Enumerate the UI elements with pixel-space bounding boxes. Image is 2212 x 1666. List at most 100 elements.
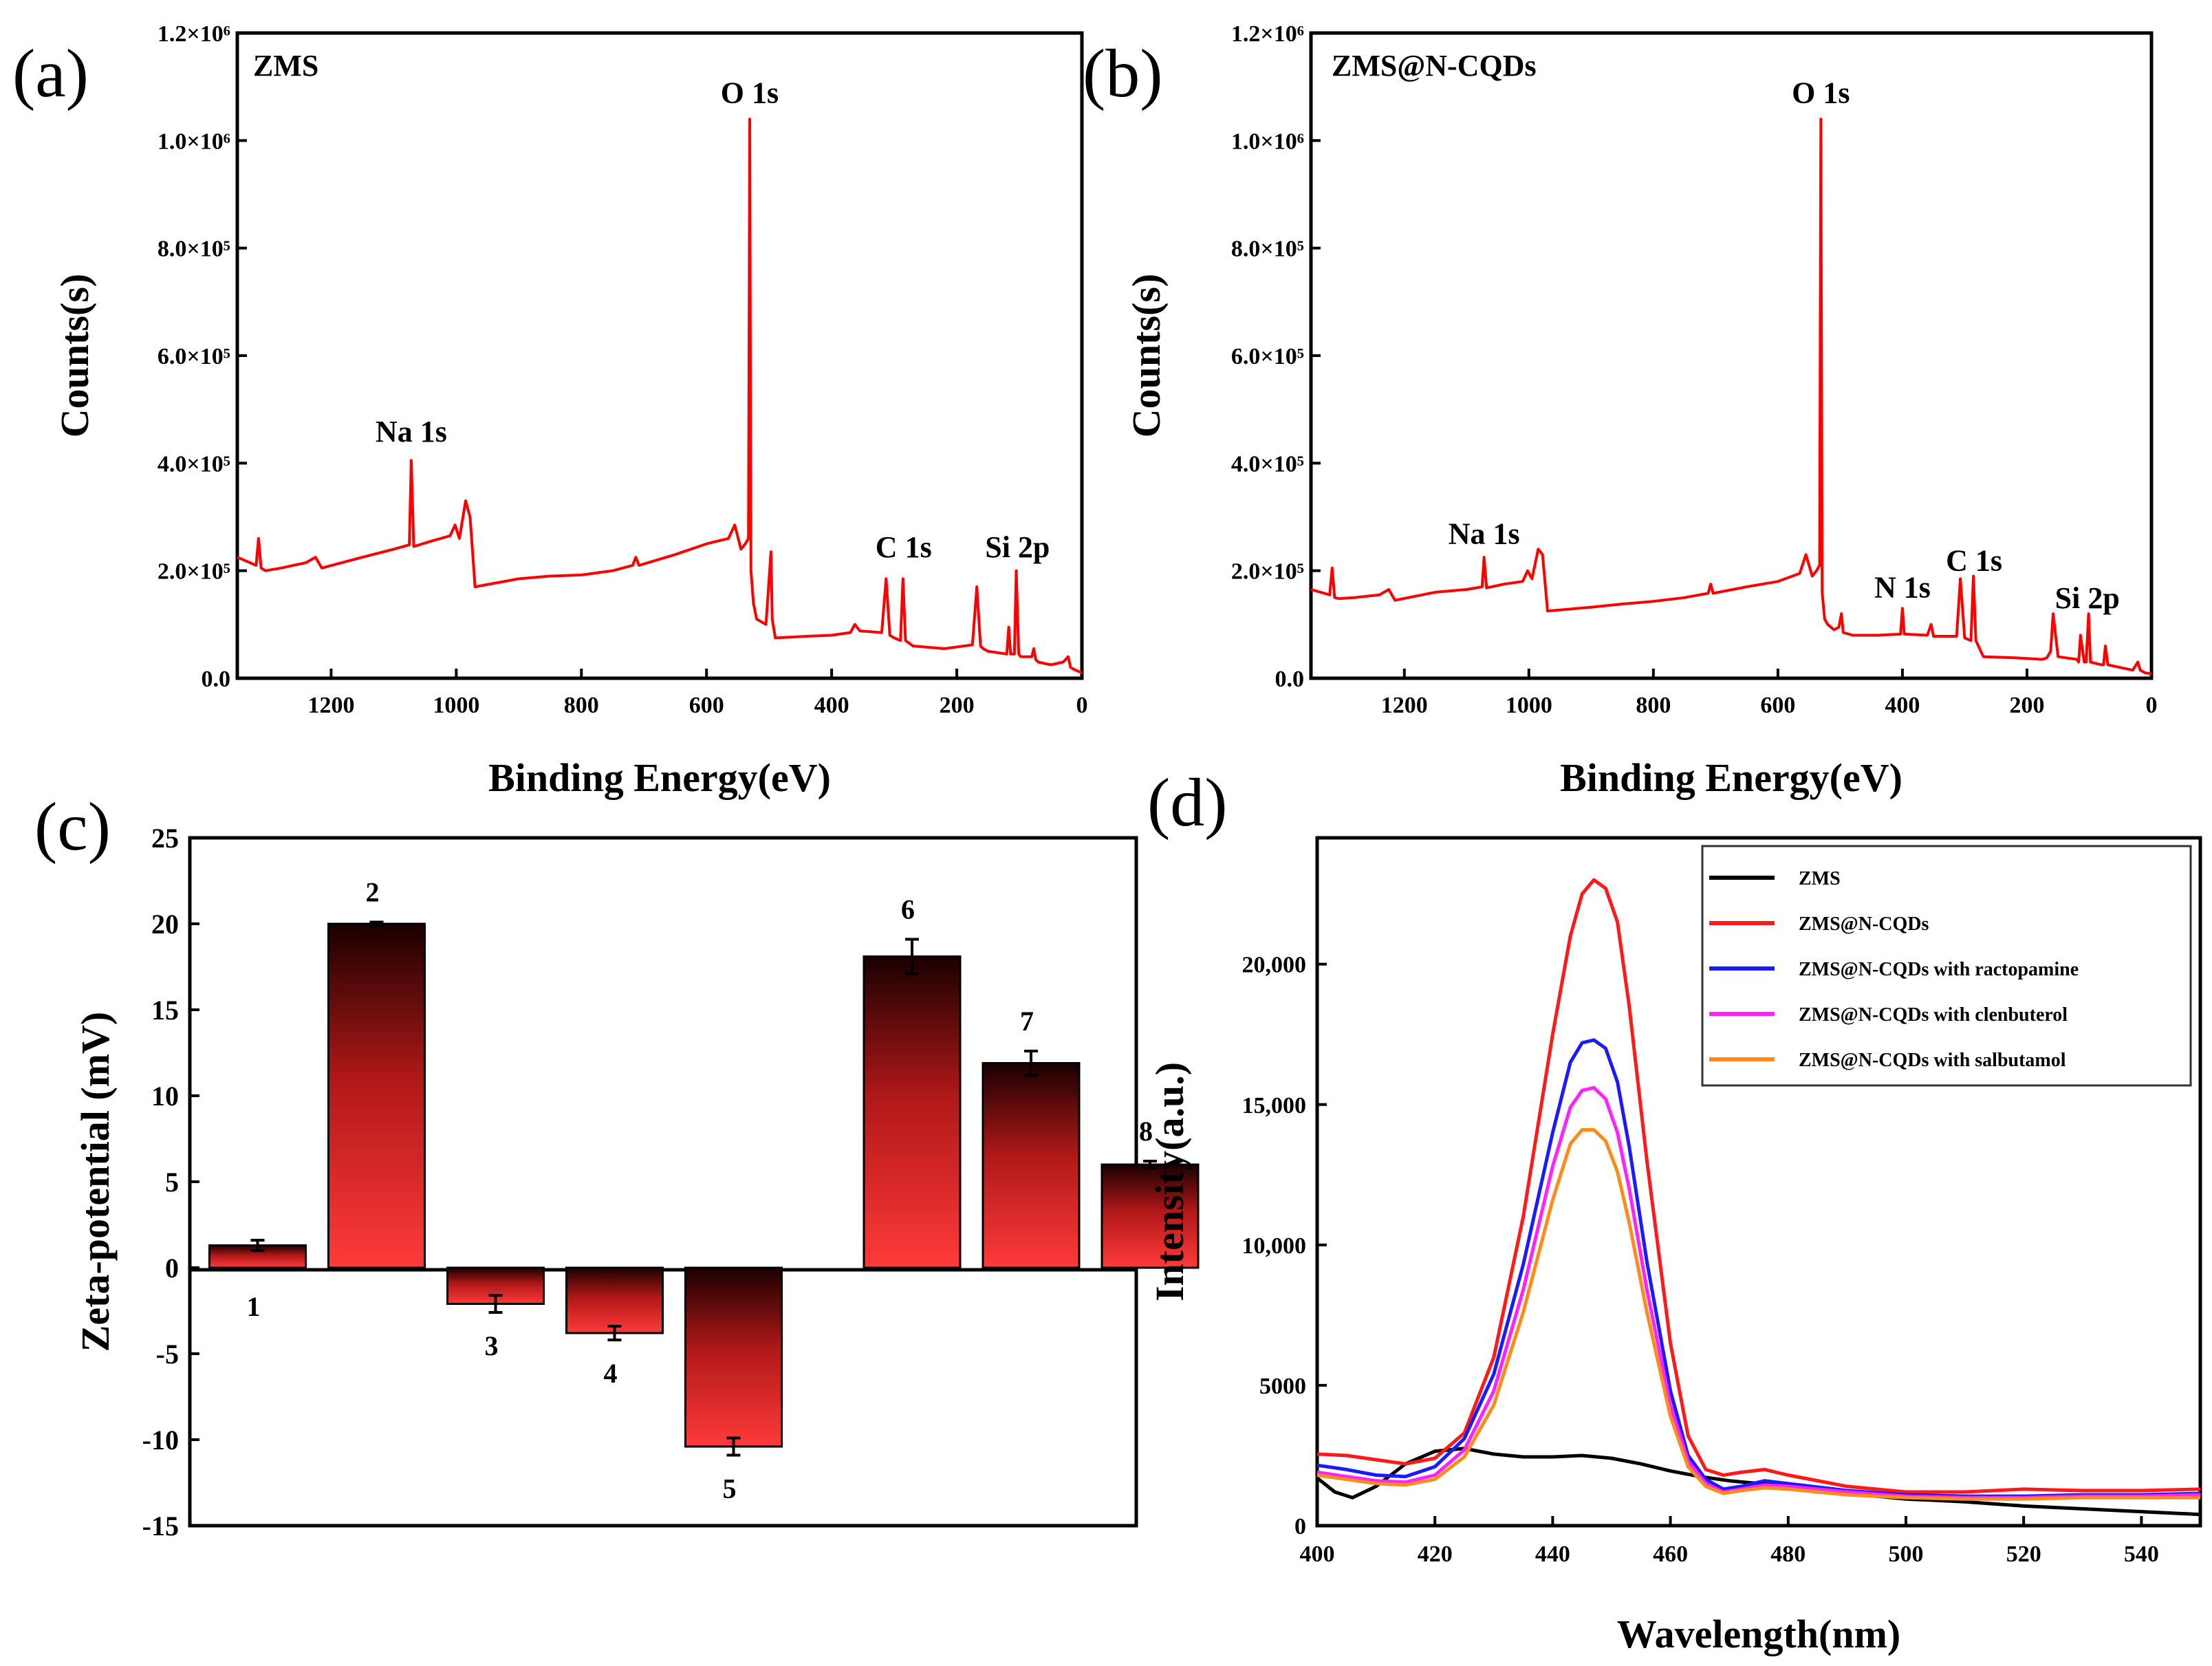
y-tick-label: 4.0×10⁵: [158, 451, 230, 477]
xps-survey-zms-ncqds-chart: ZMS@N-CQDs 0.0 2.0×10⁵ 4.0×10⁵ 6.0×10⁵ 8.0×1…: [1124, 21, 2158, 800]
zeta-bar: [684, 1266, 783, 1448]
spectrum-line: [1316, 1085, 2201, 1500]
y-tick-label: 4.0×10⁵: [1231, 451, 1304, 477]
y-tick-label: 6.0×10⁵: [158, 344, 230, 369]
y-tick-label: 10: [151, 1081, 179, 1112]
bar-label: 7: [1020, 1006, 1034, 1037]
panel-label-b: (b): [1083, 35, 1163, 111]
peak-label: O 1s: [721, 76, 779, 109]
y-tick-label: 5000: [1259, 1374, 1306, 1399]
x-axis-title-d: Wavelength(nm): [1617, 1612, 1900, 1656]
spectrum-line: [1316, 1128, 2200, 1501]
y-tick-label: 20: [151, 909, 179, 940]
y-tick-label: 0.0: [202, 667, 231, 692]
x-tick-label: 540: [2124, 1541, 2159, 1567]
y-axis-ticks-a: 0.0 2.0×10⁵ 4.0×10⁵ 6.0×10⁵ 8.0×10⁵ 1.0×10⁶ 1.…: [158, 21, 247, 692]
zeta-bar: [565, 1266, 664, 1334]
y-tick-label: 20,000: [1242, 953, 1307, 978]
x-tick-label: 600: [1760, 693, 1795, 718]
legend-label: ZMS@N-CQDs with ractopamine: [1799, 959, 2079, 980]
spectra-lines: [1316, 878, 2201, 1517]
x-tick-label: 1200: [1381, 693, 1428, 718]
x-tick-label: 200: [2009, 693, 2044, 718]
bar-label: 3: [485, 1330, 499, 1361]
y-tick-label: 1.2×10⁶: [158, 21, 230, 47]
zeta-potential-chart: -15 -10 -5 0 5 10 15 20 25 1 2 3 4 5 6 7 8 Zeta-potenti…: [73, 823, 1200, 1541]
x-tick-label: 0: [1076, 693, 1088, 718]
bars-c: 1 2 3 4 5 6 7 8: [208, 877, 1200, 1504]
legend-label: ZMS@N-CQDs: [1799, 913, 1929, 935]
x-tick-label: 800: [564, 693, 599, 718]
y-tick-label: 0: [1294, 1514, 1306, 1539]
bar-label: 6: [901, 894, 915, 925]
x-tick-label: 200: [940, 693, 975, 718]
y-tick-label: 1.2×10⁶: [1231, 21, 1304, 47]
x-axis-ticks-a: 1200 1000 800 600 400 200 0: [307, 669, 1088, 718]
y-tick-label: 15,000: [1242, 1093, 1307, 1118]
x-tick-label: 420: [1418, 1541, 1453, 1567]
y-axis-title-b: Counts(s): [1124, 274, 1169, 438]
zeta-bar: [982, 1062, 1081, 1269]
sample-label-a: ZMS: [253, 49, 318, 83]
x-axis-ticks-d: 400 420 440 460 480 500 520 540: [1300, 1516, 2159, 1567]
bar-label: 2: [366, 877, 380, 908]
x-tick-label: 1000: [433, 693, 479, 718]
xps-survey-zms-chart: ZMS 0.0 2.0×10⁵ 4.0×10⁵ 6.0×10⁵ 8.0×10⁵ 1.0×1…: [52, 21, 1088, 800]
y-tick-label: 25: [151, 823, 179, 854]
bar-label: 8: [1139, 1116, 1153, 1147]
y-tick-label: 0.0: [1275, 667, 1305, 692]
bar-label: 5: [723, 1473, 737, 1504]
y-tick-label: 15: [151, 995, 179, 1026]
x-tick-label: 1000: [1506, 693, 1552, 718]
x-axis-title-b: Binding Energy(eV): [1560, 755, 1902, 800]
panel-label-c: (c): [34, 788, 111, 865]
peak-label: O 1s: [1792, 76, 1850, 109]
y-axis-ticks-d: 0 5000 10,000 15,000 20,000: [1242, 953, 1327, 1539]
peak-label: C 1s: [1946, 543, 2002, 577]
y-tick-label: 8.0×10⁵: [158, 237, 230, 262]
legend-label: ZMS: [1799, 868, 1841, 889]
peak-label: N 1s: [1874, 571, 1931, 605]
x-tick-label: 400: [1300, 1541, 1335, 1567]
fluorescence-spectra-chart: 0 5000 10,000 15,000 20,000 400 420 440 460 480 5…: [1147, 836, 2202, 1656]
x-tick-label: 520: [2006, 1541, 2041, 1567]
spectrum-line: [1316, 878, 2201, 1494]
y-axis-title-a: Counts(s): [52, 274, 97, 438]
x-tick-label: 500: [1889, 1541, 1924, 1567]
y-tick-label: 6.0×10⁵: [1231, 344, 1304, 369]
xps-spectrum-line: [237, 118, 1083, 675]
peak-label: Na 1s: [1449, 517, 1520, 550]
peak-label: Si 2p: [985, 530, 1050, 564]
legend-label: ZMS@N-CQDs with clenbuterol: [1799, 1004, 2068, 1026]
x-tick-label: 800: [1636, 693, 1671, 718]
y-tick-label: 1.0×10⁶: [1231, 129, 1304, 154]
panel-label-a: (a): [12, 35, 89, 111]
plot-frame-b: [1309, 31, 2154, 680]
zeta-bar: [1100, 1163, 1200, 1269]
peak-labels-a: Na 1s O 1s C 1s Si 2p: [376, 76, 1050, 564]
y-tick-label: 2.0×10⁵: [158, 559, 230, 585]
legend-box: [1701, 845, 2192, 1087]
x-tick-label: 600: [689, 693, 724, 718]
plot-frame-d: [1315, 836, 2202, 1528]
legend: ZMS ZMS@N-CQDs ZMS@N-CQDs with ractopamine…: [1701, 845, 2192, 1087]
x-axis-title-a: Binding Energy(eV): [488, 755, 831, 800]
y-axis-title-d: Intensity(a.u.): [1147, 1062, 1192, 1301]
peak-label: C 1s: [876, 530, 932, 564]
x-tick-label: 400: [1885, 693, 1920, 718]
y-axis-ticks-b: 0.0 2.0×10⁵ 4.0×10⁵ 6.0×10⁵ 8.0×10⁵ 1.0×10⁶ 1.…: [1231, 21, 1321, 692]
bar-label: 4: [604, 1358, 618, 1389]
zeta-bar: [446, 1266, 545, 1305]
xps-spectrum-line: [1310, 118, 2152, 675]
y-tick-label: 5: [165, 1167, 179, 1198]
x-tick-label: 0: [2146, 693, 2158, 718]
bar-label: 1: [247, 1291, 261, 1322]
x-axis-ticks-b: 1200 1000 800 600 400 200 0: [1381, 669, 2158, 718]
x-tick-label: 1200: [307, 693, 354, 718]
x-tick-label: 460: [1653, 1541, 1688, 1567]
x-tick-label: 440: [1535, 1541, 1570, 1567]
spectrum-line: [1316, 1038, 2201, 1498]
panel-label-d: (d): [1147, 764, 1228, 841]
zeta-bar: [327, 922, 426, 1269]
y-tick-label: 0: [165, 1253, 179, 1284]
